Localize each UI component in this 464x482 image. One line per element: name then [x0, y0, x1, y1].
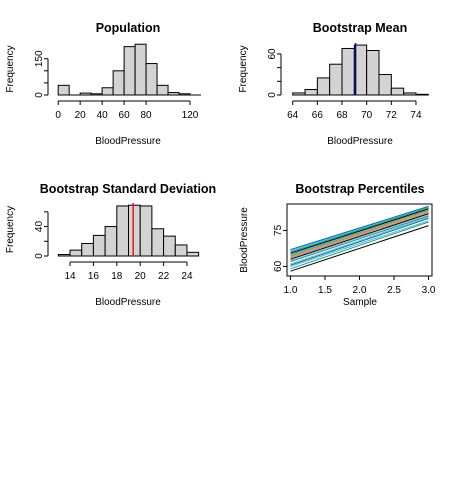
percentile-line — [290, 216, 429, 265]
x-tick-label: 120 — [182, 110, 199, 121]
histogram-bar — [128, 204, 141, 257]
histogram-bar — [341, 47, 355, 96]
chart-title: Bootstrap Percentiles — [295, 182, 424, 196]
histogram-bar — [163, 235, 176, 257]
histogram-bar — [104, 226, 118, 257]
panel-bootstrap-mean: Bootstrap Mean 64 66 68 70 72 74 0 60 BloodPressu… — [238, 21, 429, 147]
histogram-bar — [123, 46, 136, 96]
x-axis-label: BloodPressure — [95, 136, 161, 147]
y-tick-label: 0 — [34, 92, 45, 98]
x-axis-label: BloodPressure — [327, 136, 393, 147]
x-tick-label: 0 — [55, 110, 61, 121]
y-tick-label: 40 — [34, 221, 45, 233]
percentile-line — [290, 217, 429, 266]
panel-bootstrap-sd: Bootstrap Standard Deviation 14 16 18 20 22 24… — [5, 182, 216, 308]
y-tick-label: 60 — [267, 48, 278, 60]
x-tick-label: 20 — [75, 110, 87, 121]
histogram-bar — [116, 205, 129, 257]
histogram-bar — [316, 77, 331, 96]
histogram-bar — [186, 251, 200, 257]
x-tick-label: 14 — [64, 271, 76, 282]
x-axis-label: BloodPressure — [95, 297, 161, 308]
histogram-bar — [101, 87, 114, 96]
x-tick-label: 74 — [410, 110, 422, 121]
y-tick-label: 0 — [34, 253, 45, 259]
percentile-line — [290, 220, 429, 267]
y-axis-label: Frequency — [238, 45, 249, 92]
x-tick-label: 80 — [141, 110, 153, 121]
x-tick-label: 22 — [158, 271, 170, 282]
percentile-line — [290, 205, 429, 251]
histogram-bar — [329, 63, 343, 96]
percentile-line — [290, 221, 429, 270]
x-tick-label: 18 — [111, 271, 123, 282]
histogram-bar — [366, 50, 380, 96]
histogram-bar — [304, 89, 318, 96]
histogram-bar — [156, 84, 169, 96]
histogram-bar — [57, 84, 70, 96]
histogram-bar — [378, 73, 392, 96]
x-tick-label: 68 — [336, 110, 348, 121]
histogram-bar — [139, 205, 153, 257]
x-tick-label: 2.0 — [353, 285, 367, 296]
histogram-bar — [112, 70, 125, 96]
y-axis-label: Frequency — [5, 206, 16, 253]
percentile-line — [290, 207, 429, 253]
x-tick-label: 1.5 — [318, 285, 332, 296]
y-tick-label: 0 — [267, 92, 278, 98]
histogram-bar — [174, 244, 188, 257]
x-tick-label: 72 — [386, 110, 398, 121]
x-tick-label: 24 — [181, 271, 193, 282]
histogram-bar — [134, 43, 147, 96]
chart-title: Bootstrap Mean — [313, 21, 407, 35]
histogram-bar — [81, 242, 94, 257]
chart-title: Population — [96, 21, 161, 35]
x-tick-label: 60 — [119, 110, 131, 121]
x-tick-label: 2.5 — [387, 285, 401, 296]
percentile-line — [290, 213, 429, 260]
x-tick-label: 40 — [97, 110, 109, 121]
y-tick-label: 75 — [273, 224, 284, 236]
percentile-line — [290, 214, 429, 261]
histogram-bar — [92, 234, 106, 257]
y-tick-label: 60 — [273, 260, 284, 272]
percentile-line — [290, 211, 429, 259]
histogram-bar — [69, 249, 83, 257]
percentile-line — [290, 208, 429, 254]
panel-population: Population 0 20 40 60 80 120 0 150 BloodPressure F… — [5, 21, 201, 147]
percentile-line — [290, 210, 429, 258]
histogram-bar — [151, 228, 165, 257]
x-tick-label: 3.0 — [422, 285, 436, 296]
histogram-bar — [145, 63, 158, 96]
y-tick-label: 150 — [34, 50, 45, 67]
y-axis-label: Frequency — [5, 45, 16, 92]
x-tick-label: 70 — [361, 110, 373, 121]
histogram-bar — [390, 87, 405, 96]
x-tick-label: 66 — [312, 110, 324, 121]
panel-bootstrap-percentiles: Bootstrap Percentiles 1.0 1.5 2.0 2.5 3.0 60 75… — [239, 182, 436, 308]
x-axis-label: Sample — [343, 297, 377, 308]
x-tick-label: 20 — [135, 271, 147, 282]
x-tick-label: 16 — [88, 271, 100, 282]
chart-title: Bootstrap Standard Deviation — [40, 182, 216, 196]
percentile-line — [290, 209, 429, 257]
percentile-line — [290, 225, 429, 272]
x-tick-label: 1.0 — [283, 285, 297, 296]
y-axis-label: BloodPressure — [239, 207, 250, 273]
percentile-line — [290, 215, 429, 263]
x-tick-label: 64 — [287, 110, 299, 121]
